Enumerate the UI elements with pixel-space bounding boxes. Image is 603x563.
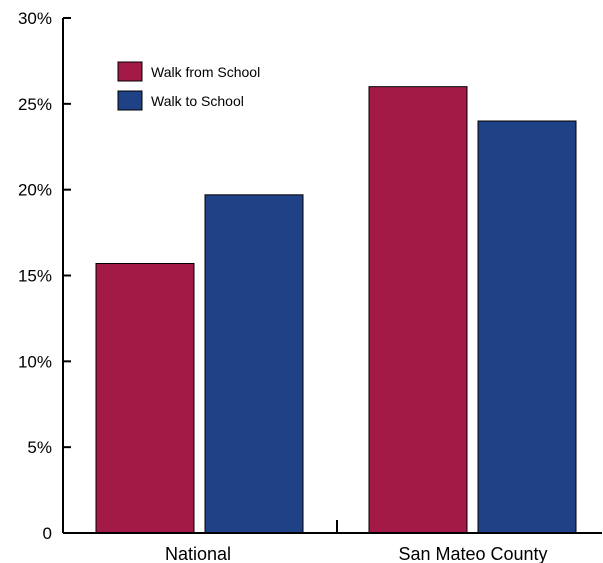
- x-tick-label: National: [165, 544, 231, 563]
- bar-walk-to-school-national: [204, 194, 304, 534]
- x-tick-label: San Mateo County: [398, 544, 547, 563]
- y-tick-label: 20%: [18, 181, 52, 200]
- bar-walk-to-school-san-mateo-county: [477, 120, 577, 534]
- legend-swatch: [117, 61, 143, 82]
- y-tick-label: 0: [43, 524, 52, 543]
- legend-label: Walk to School: [151, 93, 244, 109]
- bar-walk-from-school-san-mateo-county: [368, 86, 468, 534]
- legend: Walk from School Walk to School: [117, 61, 260, 111]
- bar-walk-from-school-national: [95, 262, 195, 534]
- legend-swatch: [117, 90, 143, 111]
- y-tick-label: 30%: [18, 9, 52, 28]
- y-tick-label: 15%: [18, 267, 52, 286]
- y-tick-label: 25%: [18, 95, 52, 114]
- bars-layer: [95, 86, 577, 534]
- y-tick-label: 10%: [18, 352, 52, 371]
- axes-layer: National San Mateo County 0 5% 10% 15% 20% 25% 3…: [18, 9, 602, 563]
- y-tick-label: 5%: [27, 438, 52, 457]
- legend-label: Walk from School: [151, 64, 260, 80]
